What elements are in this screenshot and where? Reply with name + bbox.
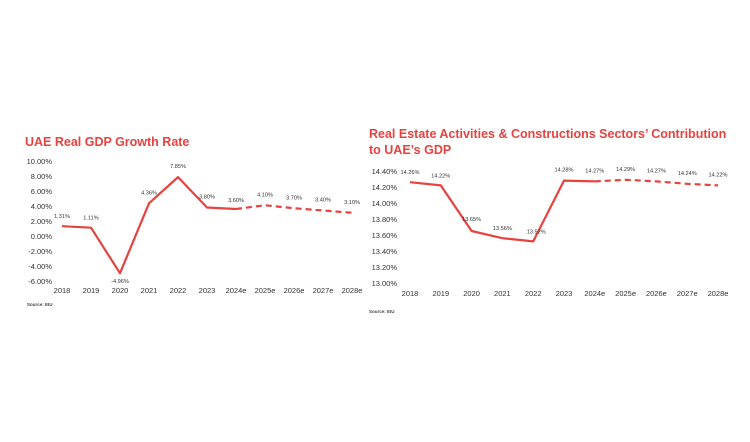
gdp-data-label: 1.31% <box>54 214 70 220</box>
realestate-data-label: 14.26% <box>401 170 420 176</box>
realestate-y-tick: 13.00% <box>372 279 398 288</box>
realestate-data-label: 14.22% <box>709 172 728 178</box>
gdp-y-tick: -2.00% <box>28 247 52 256</box>
gdp-data-label: 3.80% <box>199 195 215 201</box>
realestate-x-tick: 2021 <box>494 289 511 298</box>
gdp-series-line-forecast <box>235 204 353 214</box>
gdp-y-tick: 0.00% <box>31 232 53 241</box>
gdp-y-tick: -4.00% <box>28 262 52 271</box>
realestate-data-label: 14.27% <box>585 168 604 174</box>
realestate-x-tick: 2022 <box>525 289 542 298</box>
gdp-data-label: 1.11% <box>83 216 98 222</box>
real-estate-title-line-2: to UAE’s GDP <box>369 143 452 157</box>
real-estate-title-line-1: Real Estate Activities & Constructions S… <box>369 127 727 141</box>
gdp-x-tick: 2022 <box>170 286 187 295</box>
realestate-x-tick: 2025e <box>615 289 636 298</box>
realestate-data-label: 13.65% <box>462 217 481 223</box>
gdp-y-tick: 4.00% <box>31 202 53 211</box>
realestate-data-label: 14.27% <box>647 168 666 174</box>
gdp-x-tick: 2023 <box>199 286 216 295</box>
gdp-x-tick: 2028e <box>342 286 363 295</box>
gdp-y-tick: 10.00% <box>27 157 53 166</box>
gdp-data-label: 3.70% <box>286 195 302 201</box>
gdp-data-label: 4.10% <box>257 192 273 198</box>
gdp-growth-chart-title: UAE Real GDP Growth Rate <box>25 135 190 149</box>
gdp-growth-source: Source: EIU <box>27 302 53 307</box>
gdp-data-label: 3.10% <box>344 200 360 206</box>
gdp-data-label: 7.85% <box>170 164 186 170</box>
gdp-data-label: 4.36% <box>141 190 157 196</box>
gdp-x-tick: 2021 <box>141 286 158 295</box>
gdp-x-tick: 2025e <box>255 286 276 295</box>
realestate-y-tick: 13.40% <box>372 247 398 256</box>
gdp-x-tick: 2027e <box>313 286 334 295</box>
gdp-x-tick: 2020 <box>112 286 129 295</box>
realestate-y-tick: 14.00% <box>372 199 398 208</box>
realestate-x-tick: 2023 <box>556 289 573 298</box>
realestate-y-tick: 13.20% <box>372 263 398 272</box>
realestate-x-tick: 2019 <box>432 289 449 298</box>
realestate-x-tick: 2018 <box>402 289 419 298</box>
real-estate-chart-title: Real Estate Activities & Constructions S… <box>369 126 726 158</box>
realestate-x-tick: 2026e <box>646 289 667 298</box>
gdp-y-tick: 6.00% <box>31 187 53 196</box>
gdp-x-tick: 2024e <box>226 286 247 295</box>
gdp-y-tick: 8.00% <box>31 172 53 181</box>
realestate-data-label: 14.24% <box>678 171 697 177</box>
realestate-y-tick: 13.80% <box>372 215 398 224</box>
gdp-x-tick: 2018 <box>54 286 71 295</box>
realestate-x-tick: 2028e <box>708 289 729 298</box>
realestate-data-label: 13.56% <box>493 226 512 232</box>
realestate-data-label: 13.52% <box>527 229 546 235</box>
realestate-data-label: 14.29% <box>616 167 635 173</box>
realestate-y-tick: 14.40% <box>372 167 398 176</box>
gdp-x-tick: 2019 <box>83 286 100 295</box>
gdp-series-line-actual <box>61 176 237 275</box>
gdp-y-tick: 2.00% <box>31 217 53 226</box>
real-estate-source: Source: EIU <box>369 309 395 314</box>
gdp-data-label: 3.40% <box>315 198 331 204</box>
realestate-series-line-forecast <box>594 178 719 187</box>
realestate-y-tick: 13.60% <box>372 231 398 240</box>
realestate-y-tick: 14.20% <box>372 183 398 192</box>
gdp-y-tick: -6.00% <box>28 277 52 286</box>
gdp-data-label: 3.60% <box>228 198 244 204</box>
realestate-data-label: 14.22% <box>431 173 450 179</box>
realestate-series-line-actual <box>409 179 595 243</box>
realestate-x-tick: 2020 <box>463 289 480 298</box>
gdp-x-tick: 2026e <box>284 286 305 295</box>
realestate-x-tick: 2024e <box>584 289 605 298</box>
realestate-x-tick: 2027e <box>677 289 698 298</box>
gdp-data-label: -4.96% <box>111 279 129 285</box>
realestate-data-label: 14.28% <box>555 168 574 174</box>
